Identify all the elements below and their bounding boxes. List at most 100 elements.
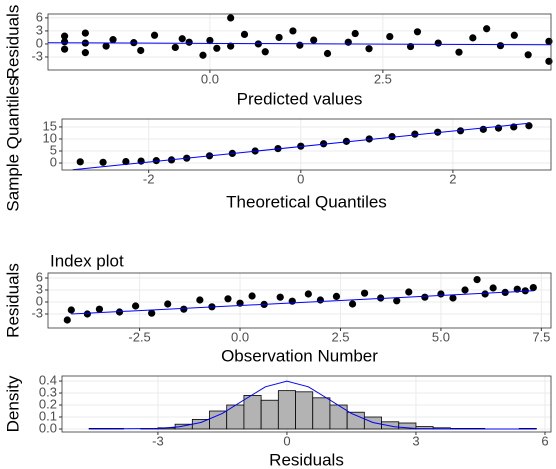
point [388,132,396,141]
point [393,297,401,305]
point [348,300,357,308]
point [275,33,283,42]
point [386,32,394,41]
point [122,157,130,166]
point [421,293,429,301]
point [81,29,89,37]
bar [209,410,228,430]
bar [243,395,262,430]
y-tick-label: 0.4 [39,372,57,387]
point [288,297,296,305]
fit-line [48,42,551,46]
y-tick-label: -3 [31,305,43,320]
x-tick-label: 6 [541,433,548,448]
x-tick-label: 0 [297,171,304,186]
point [529,284,537,292]
y-tick-label: 6 [36,9,43,24]
point [489,284,497,292]
point [227,42,235,50]
point [289,27,297,35]
y-tick-label: -3 [31,48,43,63]
point [545,57,553,65]
panel-border [61,375,552,433]
point [483,25,491,33]
point [152,157,160,165]
y-tick-label: 0.2 [39,396,57,411]
x-tick-label: 0.0 [231,329,249,344]
panel-title: Index plot [50,251,124,270]
bar [312,397,331,430]
point [180,305,188,313]
y-axis-label: Sample Quantiles [3,77,22,211]
point [164,300,172,308]
point [406,42,415,51]
x-tick-label: 0 [283,433,290,448]
bar [398,422,417,430]
bar [277,390,296,430]
y-tick-label: 0.1 [39,408,57,423]
panel-border [61,118,552,171]
x-tick-label: -2 [143,171,155,186]
point [83,310,91,318]
point [437,290,445,298]
point [411,130,419,138]
x-tick-label: 3 [412,433,419,448]
y-tick-label: 15 [43,118,57,133]
point [524,51,532,59]
point [365,45,373,53]
point [510,31,518,39]
point [413,28,422,36]
y-tick-label: 10 [43,130,57,145]
x-axis-label: Residuals [269,450,344,469]
point [351,29,359,38]
point [224,295,232,303]
point [405,288,413,296]
y-tick-label: 0.0 [39,420,57,435]
point [473,276,481,284]
panel-border [47,13,552,71]
point [213,44,221,52]
point [240,30,249,39]
point [304,290,312,298]
x-tick-label: 2 [449,171,456,186]
y-tick-label: 0 [50,154,57,169]
x-tick-label: 2.5 [374,71,392,86]
fit-line [72,122,529,170]
point [148,309,156,317]
point [95,305,104,313]
x-tick-label: 7.5 [532,329,550,344]
point [494,124,503,132]
point [61,38,69,46]
point [61,45,69,53]
point [227,14,235,22]
point [196,296,204,304]
point [513,285,521,293]
x-tick-label: -2.5 [128,329,150,344]
point [76,158,84,166]
y-tick-label: 5 [50,142,57,157]
y-axis-label: Residuals [3,263,22,338]
point [481,290,489,298]
y-tick-label: 6 [36,269,43,284]
point [137,157,145,165]
point [248,292,256,300]
point [323,49,332,58]
x-tick-label: -3 [152,433,164,448]
point [449,294,457,302]
point [178,35,186,43]
point [185,38,193,46]
x-axis-label: Predicted values [237,89,363,108]
y-axis-label: Residuals [3,5,22,80]
point [365,135,373,143]
point [310,36,318,44]
x-tick-label: 0.0 [201,71,219,86]
bar [295,391,314,430]
point [261,48,269,56]
x-axis-label: Observation Number [221,346,378,365]
point [342,137,351,145]
point [150,31,159,39]
point [109,36,117,44]
x-tick-label: 2.5 [331,329,349,344]
y-tick-label: 3 [36,22,43,37]
point [296,41,304,49]
